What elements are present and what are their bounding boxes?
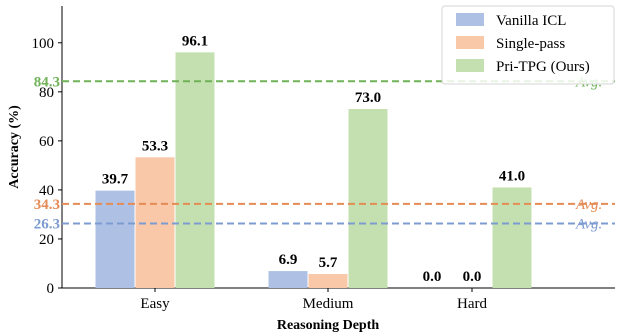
bar-value-label: 41.0 xyxy=(499,168,525,184)
legend-swatch xyxy=(456,36,484,49)
legend-swatch xyxy=(456,13,484,26)
average-value-label: 84.3 xyxy=(34,74,60,90)
average-label: Avg. xyxy=(575,197,602,213)
bar-value-label: 0.0 xyxy=(423,269,442,285)
y-tick-label: 20 xyxy=(39,232,54,248)
bar xyxy=(175,52,215,289)
legend-label: Vanilla ICL xyxy=(496,13,566,29)
bar-value-label: 73.0 xyxy=(355,90,381,106)
bar xyxy=(268,271,308,288)
bar xyxy=(308,274,348,288)
average-value-label: 34.3 xyxy=(34,197,60,213)
bar xyxy=(95,190,135,288)
average-value-label: 26.3 xyxy=(34,217,60,233)
x-axis-title: Reasoning Depth xyxy=(277,318,380,333)
y-tick-label: 0 xyxy=(47,281,55,297)
bar-value-label: 96.1 xyxy=(182,33,208,49)
legend-swatch xyxy=(456,59,484,72)
average-label: Avg. xyxy=(575,217,602,233)
bar-value-label: 6.9 xyxy=(279,252,298,268)
x-tick-label: Medium xyxy=(303,296,354,312)
legend: Vanilla ICL Single-pass Pri-TPG (Ours) xyxy=(441,5,615,85)
bar-value-label: 5.7 xyxy=(319,255,338,271)
x-tick-label: Hard xyxy=(457,296,487,312)
legend-box xyxy=(441,5,615,85)
bar-value-label: 0.0 xyxy=(463,269,482,285)
plot-area: 0 20 40 60 80 100 39.7 6.9 0.0 53.3 5.7 0.0 96.1 73.0… xyxy=(32,6,615,312)
bar xyxy=(348,108,388,288)
y-axis-title: Accuracy (%) xyxy=(7,105,22,189)
legend-label: Single-pass xyxy=(496,36,565,52)
bar-value-label: 39.7 xyxy=(102,172,129,188)
y-tick-label: 40 xyxy=(39,183,54,199)
legend-label: Pri-TPG (Ours) xyxy=(496,59,590,75)
x-tick-label: Easy xyxy=(140,296,170,312)
bar xyxy=(492,187,532,288)
y-tick-label: 100 xyxy=(32,36,55,52)
y-tick-label: 60 xyxy=(39,134,54,150)
bar-value-label: 53.3 xyxy=(142,138,168,154)
y-tick-label: 80 xyxy=(39,85,54,101)
